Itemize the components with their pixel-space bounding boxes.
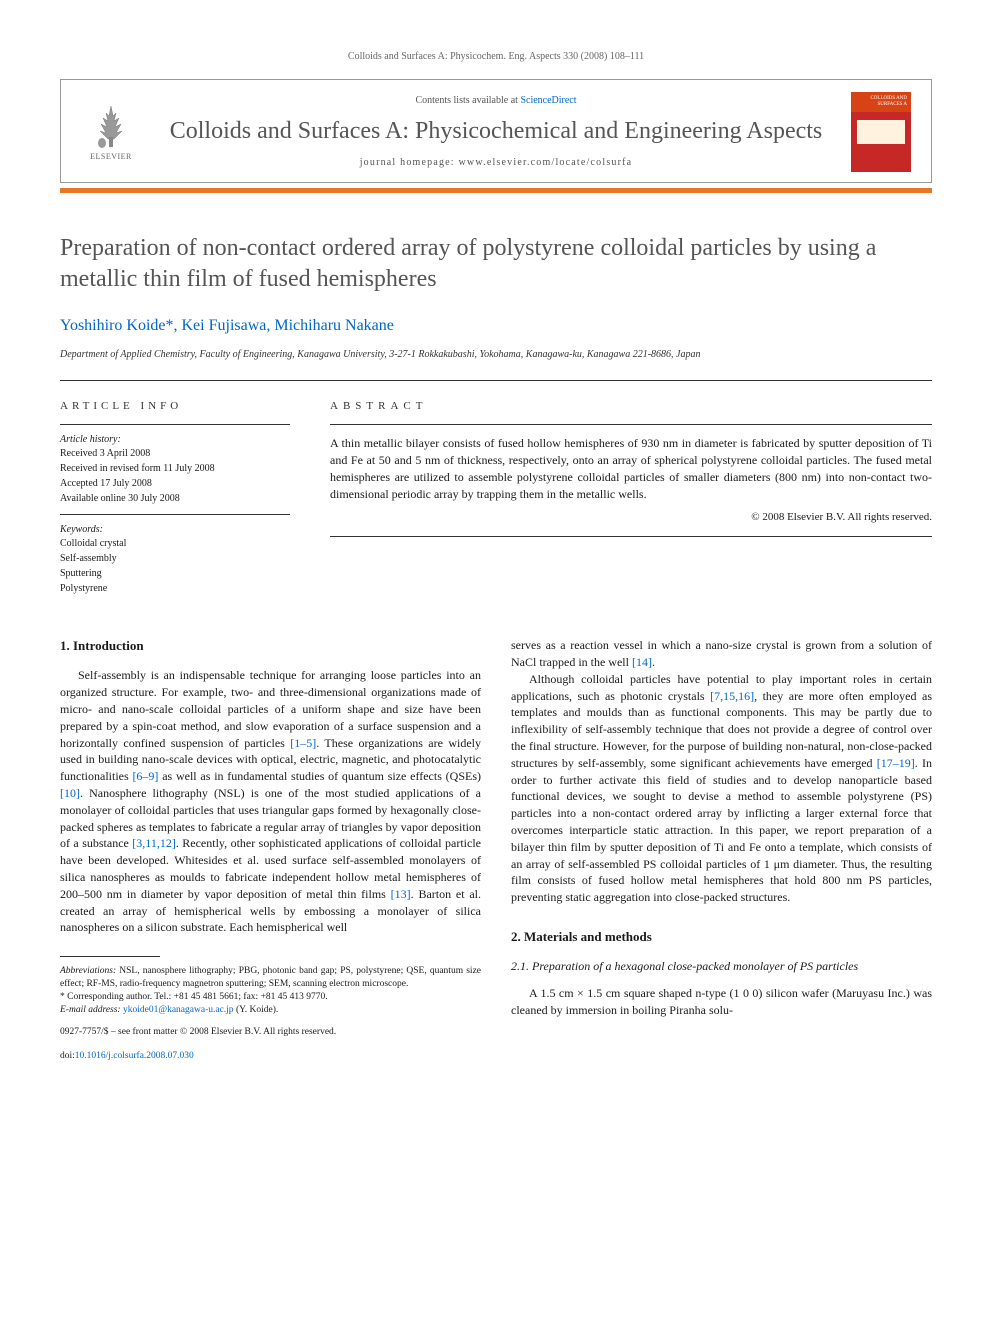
keyword: Self-assembly [60,552,290,566]
corr-label: * Corresponding author. [60,992,154,1002]
email-link[interactable]: ykoide01@kanagawa-u.ac.jp [123,1005,234,1015]
doi-line: doi:10.1016/j.colsurfa.2008.07.030 [60,1050,481,1063]
journal-cover-thumbnail: COLLOIDS AND SURFACES A [851,92,911,172]
methods-paragraph: A 1.5 cm × 1.5 cm square shaped n-type (… [511,985,932,1019]
journal-header-box: ELSEVIER Contents lists available at Sci… [60,79,932,183]
article-info-block: ARTICLE INFO Article history: Received 3… [60,399,290,597]
citation-link[interactable]: [13] [391,887,411,901]
right-column: serves as a reaction vessel in which a n… [511,637,932,1063]
copyright-line: © 2008 Elsevier B.V. All rights reserved… [330,510,932,525]
journal-name: Colloids and Surfaces A: Physicochemical… [159,116,833,146]
corresponding-author-footnote: * Corresponding author. Tel.: +81 45 481… [60,991,481,1004]
citation-link[interactable]: [3,11,12] [132,836,176,850]
subsection-heading: 2.1. Preparation of a hexagonal close-pa… [511,958,932,975]
doi-link[interactable]: 10.1016/j.colsurfa.2008.07.030 [75,1051,194,1061]
elsevier-logo: ELSEVIER [81,97,141,167]
homepage-url: www.elsevier.com/locate/colsurfa [459,157,633,168]
keyword: Polystyrene [60,582,290,596]
contents-available-line: Contents lists available at ScienceDirec… [159,94,833,108]
section-heading-methods: 2. Materials and methods [511,928,932,946]
email-footnote: E-mail address: ykoide01@kanagawa-u.ac.j… [60,1004,481,1017]
text: serves as a reaction vessel in which a n… [511,638,932,669]
homepage-prefix: journal homepage: [360,157,459,168]
abstract-block: ABSTRACT A thin metallic bilayer consist… [330,399,932,597]
text: . [652,655,655,669]
abbrev-text: NSL, nanosphere lithography; PBG, photon… [60,966,481,989]
citation-link[interactable]: [17–19] [877,756,915,770]
elsevier-label: ELSEVIER [90,151,132,162]
abstract-heading: ABSTRACT [330,399,932,414]
history-accepted: Accepted 17 July 2008 [60,477,290,491]
keywords-label: Keywords: [60,523,290,537]
author-link[interactable]: Yoshihiro Koide*, Kei Fujisawa, Michihar… [60,317,394,334]
keyword: Colloidal crystal [60,537,290,551]
orange-divider-bar [60,188,932,193]
cover-label: COLLOIDS AND SURFACES A [851,96,907,107]
email-suffix: (Y. Koide). [234,1005,279,1015]
history-label: Article history: [60,433,290,447]
history-received: Received 3 April 2008 [60,447,290,461]
abbreviations-footnote: Abbreviations: NSL, nanosphere lithograp… [60,965,481,991]
intro-paragraph: Self-assembly is an indispensable techni… [60,667,481,936]
running-header: Colloids and Surfaces A: Physicochem. En… [60,50,932,64]
front-matter-line: 0927-7757/$ – see front matter © 2008 El… [60,1026,481,1039]
text: as well as in fundamental studies of qua… [158,769,481,783]
citation-link[interactable]: [6–9] [132,769,158,783]
top-rule [60,380,932,381]
citation-link[interactable]: [10] [60,786,80,800]
article-title: Preparation of non-contact ordered array… [60,233,932,295]
citation-link[interactable]: [7,15,16] [710,689,754,703]
footnote-divider [60,956,160,957]
keyword: Sputtering [60,567,290,581]
contents-prefix: Contents lists available at [415,95,520,106]
text: . In order to further activate this fiel… [511,756,932,904]
sciencedirect-link[interactable]: ScienceDirect [520,95,576,106]
citation-link[interactable]: [14] [632,655,652,669]
authors-line: Yoshihiro Koide*, Kei Fujisawa, Michihar… [60,315,932,337]
intro-paragraph-2: Although colloidal particles have potent… [511,671,932,906]
email-label: E-mail address: [60,1005,121,1015]
history-online: Available online 30 July 2008 [60,492,290,506]
intro-continuation: serves as a reaction vessel in which a n… [511,637,932,671]
journal-homepage: journal homepage: www.elsevier.com/locat… [159,156,833,170]
history-revised: Received in revised form 11 July 2008 [60,462,290,476]
abbrev-label: Abbreviations: [60,966,116,976]
corr-text: Tel.: +81 45 481 5661; fax: +81 45 413 9… [154,992,327,1002]
left-column: 1. Introduction Self-assembly is an indi… [60,637,481,1063]
affiliation: Department of Applied Chemistry, Faculty… [60,348,932,362]
section-heading-introduction: 1. Introduction [60,637,481,655]
doi-prefix: doi: [60,1051,75,1061]
citation-link[interactable]: [1–5] [290,736,316,750]
article-info-heading: ARTICLE INFO [60,399,290,414]
abstract-text: A thin metallic bilayer consists of fuse… [330,435,932,502]
